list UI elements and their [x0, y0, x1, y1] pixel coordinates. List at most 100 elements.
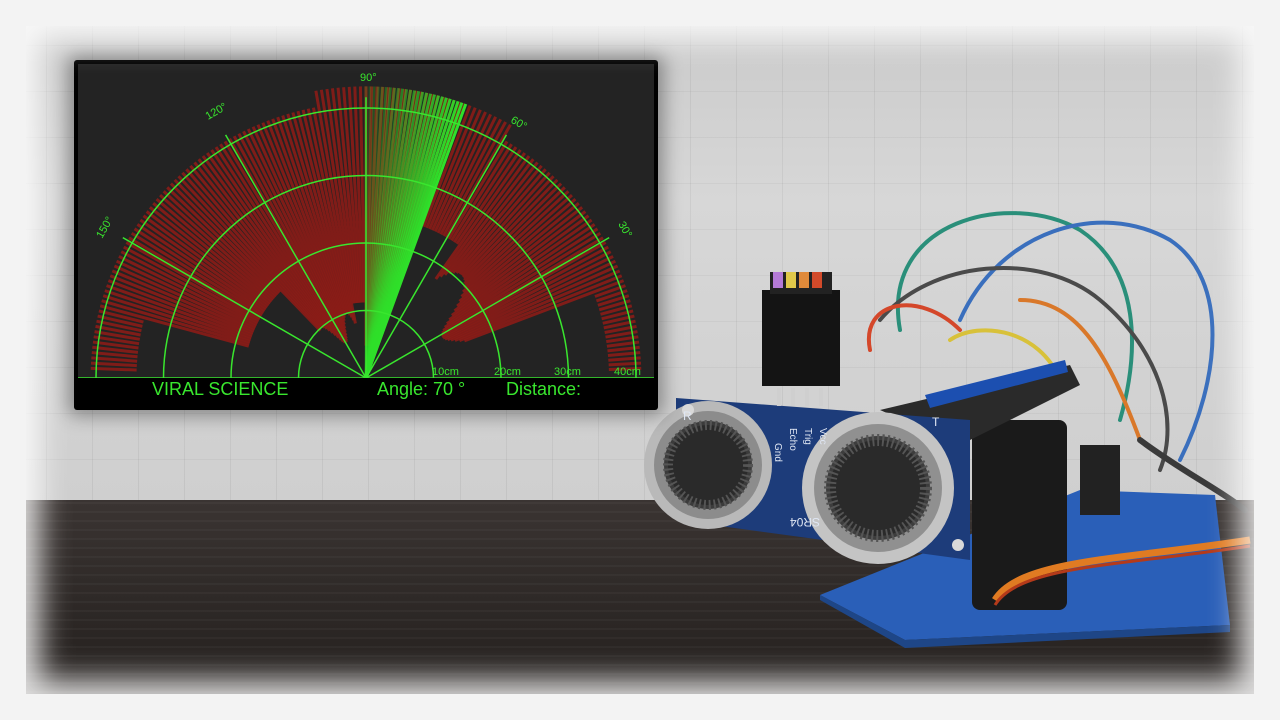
- hit-line: [219, 143, 345, 343]
- hit-line: [111, 269, 255, 333]
- hit-line: [113, 264, 256, 330]
- hit-line: [458, 274, 623, 343]
- distance-label-20: 20cm: [494, 366, 521, 378]
- hit-line: [95, 324, 141, 337]
- hit-line: [91, 351, 138, 359]
- hit-line: [347, 86, 364, 303]
- hit-line: [118, 255, 258, 326]
- hit-line: [142, 214, 269, 308]
- sweep-line: [364, 88, 405, 379]
- hit-line: [458, 171, 551, 275]
- hit-line: [450, 264, 619, 342]
- angle-line-30: [365, 236, 610, 379]
- hit-line: [99, 304, 250, 348]
- hit-line: [446, 223, 596, 325]
- angle-label-60: 60°: [509, 114, 529, 133]
- hit-line: [463, 182, 563, 282]
- hit-line: [440, 241, 607, 337]
- sweep-line: [364, 86, 384, 379]
- hit-line: [455, 168, 547, 274]
- sensor-connector: [762, 290, 840, 386]
- radar-screen: 90° 120° 60° 150° 30° 10cm 20cm 30cm 40c…: [78, 64, 654, 404]
- hit-line: [101, 299, 250, 346]
- hit-line: [454, 269, 621, 342]
- hit-line: [330, 88, 359, 304]
- hit-line: [94, 330, 141, 341]
- hit-line: [463, 186, 566, 285]
- hit-line: [162, 190, 278, 297]
- hit-line: [139, 218, 268, 310]
- hit-line: [306, 108, 356, 321]
- angle-label-30: 30°: [615, 220, 634, 240]
- hit-line: [336, 87, 361, 303]
- angle-label-90: 90°: [360, 72, 377, 84]
- hit-line: [311, 107, 357, 324]
- hit-line: [296, 110, 352, 316]
- hit-line: [177, 175, 322, 330]
- hit-line: [90, 366, 137, 372]
- silk-trig: Trig: [802, 428, 813, 445]
- wire-cable: [1137, 437, 1248, 513]
- hit-line: [92, 340, 139, 350]
- hit-line: [125, 241, 261, 320]
- hit-line: [463, 190, 570, 289]
- silk-gnd: Gnd: [772, 443, 783, 462]
- hit-line: [444, 255, 614, 341]
- hit-line: [130, 232, 264, 316]
- hit-line: [442, 250, 612, 340]
- hit-line: [120, 250, 259, 324]
- hit-line: [314, 90, 355, 304]
- hit-line: [166, 186, 280, 295]
- radar-status-bar: [78, 378, 654, 404]
- hit-line: [441, 236, 604, 335]
- silk-vcc: Vcc: [817, 428, 828, 445]
- hit-line: [91, 356, 138, 363]
- hit-line: [136, 223, 266, 312]
- sweep-line: [364, 87, 392, 379]
- hit-line: [148, 206, 272, 304]
- wire-black: [878, 266, 1170, 472]
- hit-line: [97, 314, 143, 328]
- hit-line: [342, 87, 362, 303]
- hit-line: [197, 158, 331, 332]
- hit-line: [104, 289, 252, 341]
- servo-motor: [972, 420, 1067, 610]
- hit-line: [276, 116, 347, 316]
- hit-line: [319, 89, 356, 304]
- hit-line: [173, 178, 322, 332]
- hit-line: [261, 122, 346, 326]
- hit-line: [106, 284, 253, 339]
- brand-text: VIRAL SCIENCE: [152, 379, 289, 399]
- hit-line: [325, 88, 358, 304]
- angle-line-60: [365, 134, 508, 379]
- hit-line: [452, 146, 518, 243]
- wire-orange: [1018, 298, 1142, 442]
- hit-line: [155, 198, 275, 301]
- hit-line: [185, 168, 324, 329]
- hit-line: [450, 143, 513, 242]
- hit-line: [463, 279, 625, 343]
- hit-line: [291, 112, 350, 315]
- sweep-line: [364, 89, 409, 379]
- hit-line: [107, 279, 253, 337]
- hit-line: [152, 202, 274, 303]
- hit-line: [193, 161, 329, 330]
- wire-teal: [896, 211, 1134, 422]
- hit-line: [169, 182, 281, 294]
- hit-line: [458, 202, 580, 303]
- angle-readout: Angle: 70 °: [377, 379, 466, 399]
- hit-line: [460, 175, 555, 277]
- hit-line: [441, 245, 609, 339]
- hit-line: [210, 149, 340, 339]
- hit-line: [446, 259, 617, 342]
- hit-line: [214, 146, 343, 341]
- hit-line: [123, 245, 260, 322]
- hit-line: [232, 135, 348, 343]
- hit-line: [242, 130, 348, 340]
- angle-label-150: 150°: [94, 215, 116, 241]
- sweep-line: [364, 87, 388, 379]
- sweep-line: [364, 86, 376, 379]
- angle-line-150: [122, 236, 367, 379]
- hit-line: [453, 210, 587, 312]
